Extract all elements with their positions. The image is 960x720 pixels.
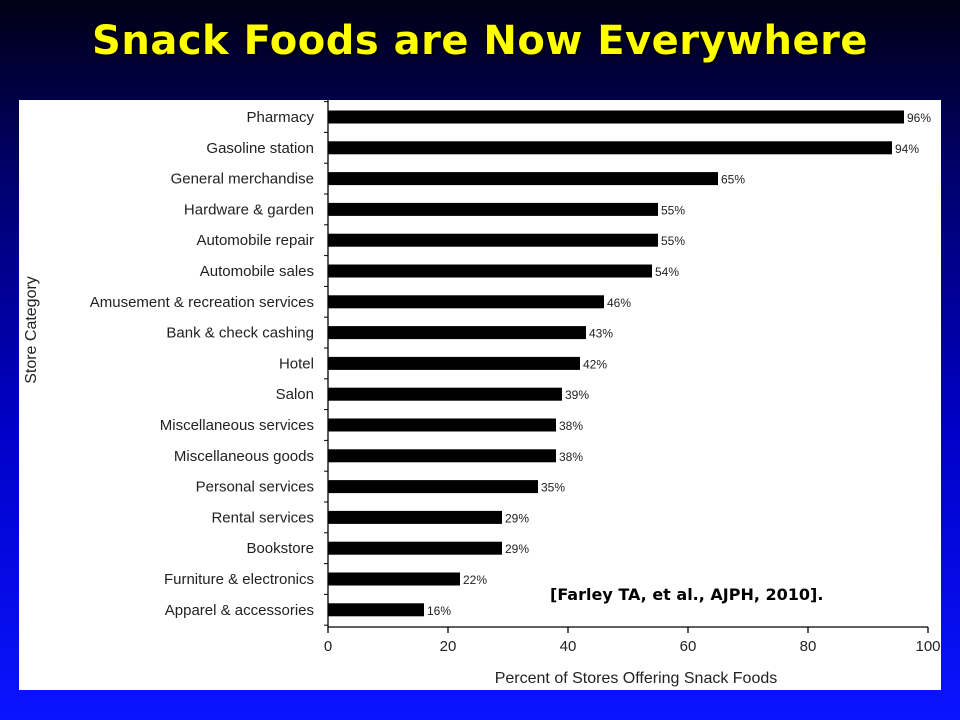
bar — [328, 572, 460, 586]
chart-panel: Pharmacy 96% Gasoline station 94% General me… — [19, 100, 941, 690]
x-tick-label: 40 — [560, 638, 577, 655]
citation-text: [Farley TA, et al., AJPH, 2010]. — [550, 585, 824, 604]
bar — [328, 295, 604, 309]
value-label: 55% — [661, 203, 685, 217]
x-tick-label: 60 — [680, 638, 697, 655]
category-label: Apparel & accessories — [165, 602, 314, 619]
value-label: 96% — [907, 111, 931, 125]
bar — [328, 264, 652, 278]
value-label: 38% — [559, 450, 583, 464]
category-label: Bookstore — [246, 540, 314, 557]
bar — [328, 541, 502, 555]
value-label: 38% — [559, 419, 583, 433]
category-label: Pharmacy — [246, 109, 314, 126]
x-tick-label: 80 — [800, 638, 817, 655]
bar — [328, 603, 424, 617]
bar — [328, 141, 892, 155]
y-axis-title: Store Category — [23, 276, 40, 384]
x-tick-label: 0 — [324, 638, 332, 655]
x-tick-label: 100 — [915, 638, 940, 655]
bar — [328, 480, 538, 494]
value-label: 46% — [607, 296, 631, 310]
category-label: Hardware & garden — [184, 201, 314, 218]
bar — [328, 449, 556, 463]
category-label: Gasoline station — [206, 140, 314, 157]
value-label: 16% — [427, 604, 451, 618]
category-label: Miscellaneous goods — [174, 448, 314, 465]
category-label: Bank & check cashing — [166, 325, 314, 342]
value-label: 39% — [565, 388, 589, 402]
bar — [328, 110, 904, 124]
category-label: Amusement & recreation services — [90, 294, 314, 311]
axis-layer: 0 20 40 60 80 100 — [324, 100, 941, 655]
category-label: Automobile sales — [200, 263, 314, 280]
bar-chart: Pharmacy 96% Gasoline station 94% General me… — [23, 100, 941, 687]
value-label: 43% — [589, 327, 613, 341]
bars-layer: Pharmacy 96% Gasoline station 94% General me… — [90, 109, 932, 619]
bar — [328, 233, 658, 247]
value-label: 29% — [505, 542, 529, 556]
value-label: 22% — [463, 573, 487, 587]
category-label: Furniture & electronics — [164, 571, 314, 588]
bar — [328, 387, 562, 401]
value-label: 65% — [721, 173, 745, 187]
x-axis-title: Percent of Stores Offering Snack Foods — [495, 670, 778, 687]
category-label: Rental services — [211, 509, 314, 526]
value-label: 29% — [505, 511, 529, 525]
category-label: General merchandise — [171, 171, 314, 188]
category-label: Hotel — [279, 355, 314, 372]
slide-title: Snack Foods are Now Everywhere — [92, 18, 868, 64]
bar — [328, 202, 658, 216]
value-label: 35% — [541, 481, 565, 495]
bar — [328, 510, 502, 524]
value-label: 42% — [583, 357, 607, 371]
category-label: Miscellaneous services — [160, 417, 314, 434]
value-label: 94% — [895, 142, 919, 156]
value-label: 54% — [655, 265, 679, 279]
bar — [328, 418, 556, 432]
x-tick-label: 20 — [440, 638, 457, 655]
category-label: Salon — [276, 386, 314, 403]
category-label: Personal services — [196, 479, 314, 496]
bar — [328, 356, 580, 370]
category-label: Automobile repair — [196, 232, 314, 249]
bar — [328, 172, 718, 186]
value-label: 55% — [661, 234, 685, 248]
bar — [328, 326, 586, 340]
